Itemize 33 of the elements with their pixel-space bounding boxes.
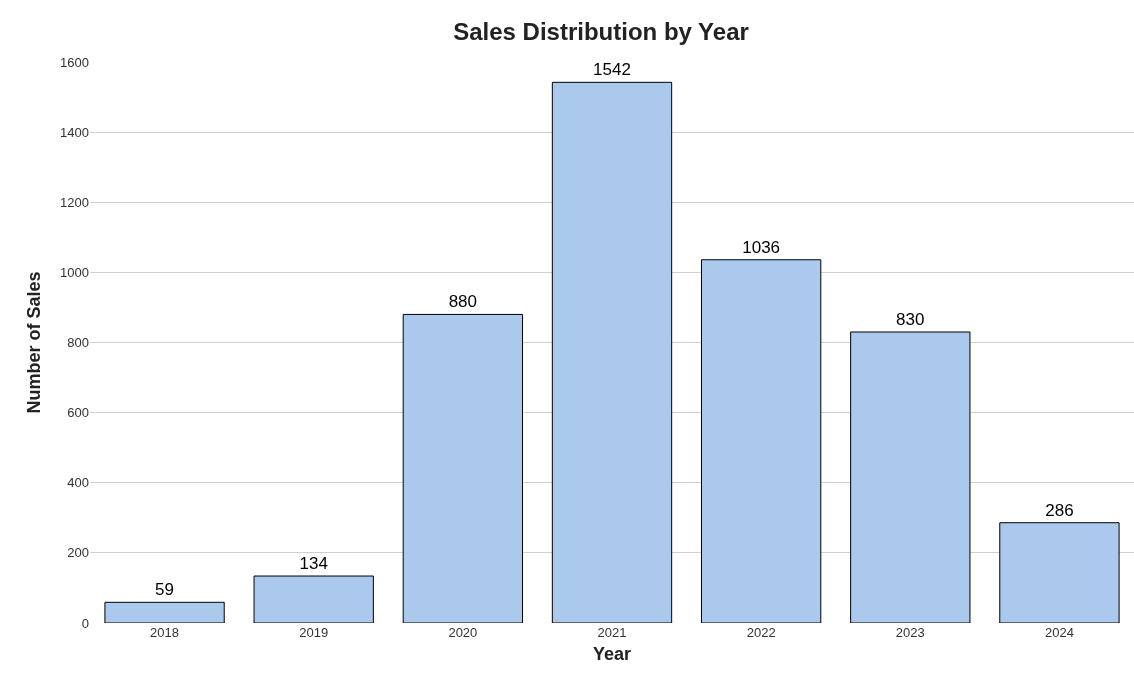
bar (551, 81, 673, 623)
x-tick-label: 2024 (1044, 625, 1074, 640)
x-tick-label: 2020 (448, 625, 478, 640)
data-label: 830 (896, 309, 925, 329)
chart-title: Sales Distribution by Year (453, 18, 749, 46)
x-axis-title: Year (592, 644, 632, 665)
y-tick-label: 400 (67, 475, 89, 491)
bar (850, 331, 971, 623)
y-tick-label: 1400 (60, 124, 89, 140)
y-tick-label: 800 (67, 335, 89, 351)
bar (700, 259, 822, 623)
y-tick-label: 1200 (60, 194, 89, 210)
data-label: 880 (448, 292, 478, 312)
y-tick-label: 1000 (60, 264, 89, 280)
data-label: 1542 (593, 60, 631, 80)
bar (253, 575, 374, 623)
data-label: 1036 (742, 237, 781, 257)
x-tick-label: 2019 (299, 625, 329, 640)
y-axis-title: Number of Sales (24, 271, 45, 414)
y-tick-label: 1600 (60, 54, 89, 70)
y-tick-label: 600 (67, 405, 89, 421)
bar (104, 601, 225, 623)
y-tick-label: 200 (67, 545, 89, 561)
x-tick-label: 2023 (895, 625, 925, 640)
data-label: 134 (299, 554, 328, 574)
data-label: 286 (1045, 500, 1074, 520)
x-tick-label: 2021 (597, 625, 627, 640)
data-label: 59 (155, 580, 175, 600)
x-tick-label: 2022 (746, 625, 776, 640)
x-tick-label: 2018 (150, 625, 180, 640)
y-tick-label: 0 (81, 615, 89, 631)
bar (402, 313, 524, 623)
bar (999, 522, 1120, 623)
